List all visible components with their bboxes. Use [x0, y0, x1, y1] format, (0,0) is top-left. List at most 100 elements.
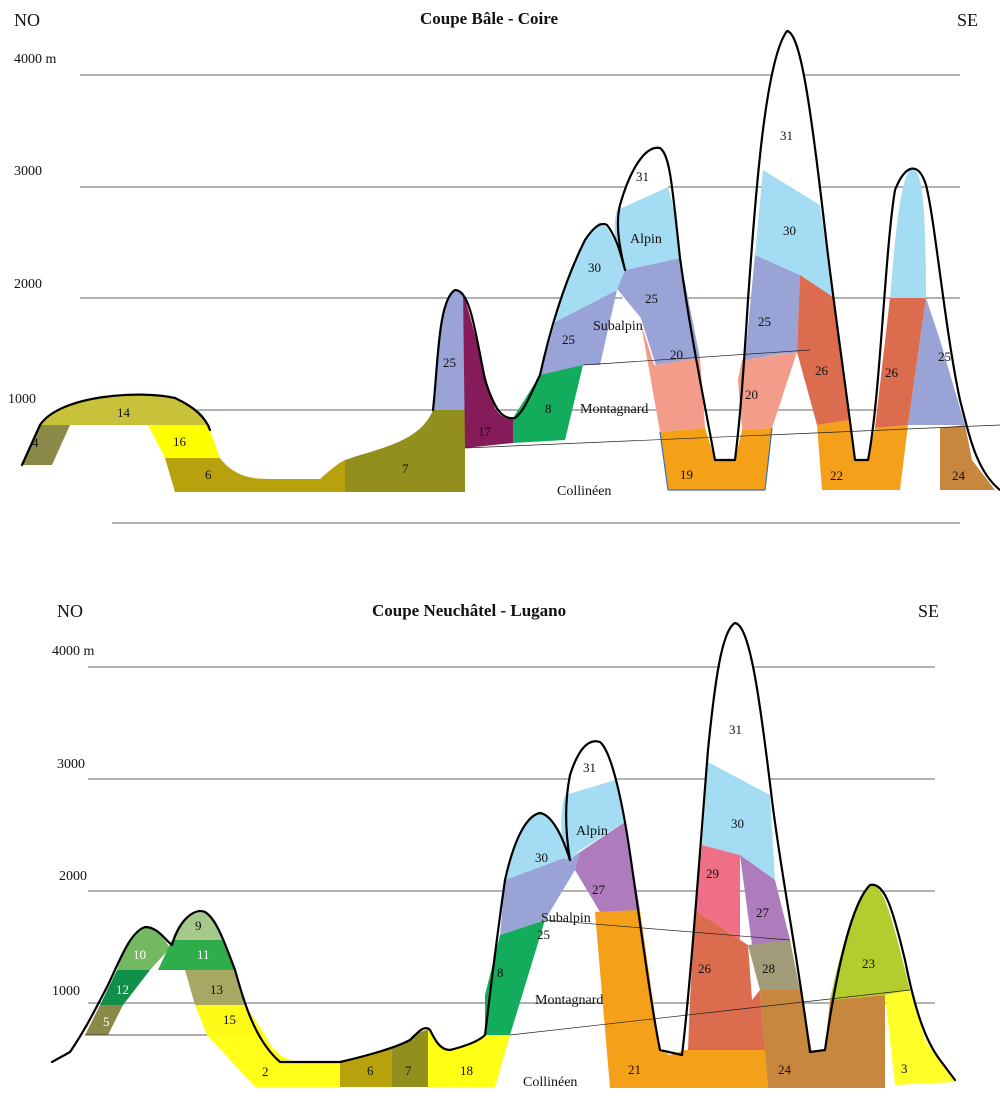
bottom-left-direction: NO — [57, 601, 83, 621]
top-elev-3000: 3000 — [14, 164, 42, 179]
zone-25-e — [908, 298, 965, 425]
top-num-22: 22 — [830, 468, 843, 483]
boundary-montagnard-b — [544, 919, 791, 941]
zone-12 — [100, 970, 150, 1005]
zone-24-a — [940, 425, 995, 490]
top-num-4: 4 — [32, 435, 39, 450]
zone-22 — [817, 420, 908, 490]
zone-3 — [885, 990, 955, 1085]
bottom-num-18: 18 — [460, 1063, 473, 1078]
zone-26-b — [875, 298, 926, 428]
bottom-elev-4000: 4000 m — [52, 644, 95, 659]
bottom-belt-montagnard: Montagnard — [535, 993, 603, 1008]
zone-21b — [685, 1050, 768, 1088]
top-belt-alpin: Alpin — [630, 232, 662, 247]
top-elev-1000: 1000 — [8, 392, 36, 407]
bottom-num-8: 8 — [497, 965, 504, 980]
zone-25b — [500, 852, 580, 935]
bottom-num-5: 5 — [103, 1014, 110, 1029]
boundary-collineen — [464, 424, 1000, 449]
bottom-num-23: 23 — [862, 956, 875, 971]
top-num-25d: 25 — [758, 314, 771, 329]
top-num-16: 16 — [173, 434, 187, 449]
bottom-num-10: 10 — [133, 947, 146, 962]
bottom-num-31a: 31 — [583, 760, 596, 775]
bottom-num-13: 13 — [210, 982, 223, 997]
zone-30-b — [614, 187, 680, 270]
left-hill-outline — [20, 393, 212, 467]
top-num-31a: 31 — [636, 169, 649, 184]
top-num-25a: 25 — [443, 355, 456, 370]
zone-6b — [340, 1048, 392, 1087]
zone-26-a — [797, 275, 850, 425]
top-num-8: 8 — [545, 401, 552, 416]
zone-20-b — [738, 352, 797, 430]
top-num-6: 6 — [205, 467, 212, 482]
bottom-num-6: 6 — [367, 1063, 374, 1078]
zone-6 — [165, 458, 345, 492]
bottom-belt-alpin: Alpin — [576, 824, 608, 839]
zone-25-c — [617, 258, 700, 365]
top-num-25b: 25 — [562, 332, 575, 347]
zone-17 — [463, 292, 515, 448]
top-zone-numbers: 4 14 16 6 7 25 17 8 25 30 31 25 20 19 30… — [32, 128, 966, 483]
zone-16 — [148, 425, 220, 458]
zone-31-a — [617, 147, 670, 210]
bottom-num-30b: 30 — [731, 816, 744, 831]
zone-30b-c — [702, 762, 775, 880]
top-belt-montagnard: Montagnard — [580, 402, 648, 417]
boundary-collineen-b — [509, 989, 911, 1036]
zone-5 — [85, 1005, 123, 1035]
bottom-elev-1000: 1000 — [52, 984, 80, 999]
top-num-24: 24 — [952, 468, 966, 483]
zone-31-b — [763, 31, 820, 205]
zone-13 — [185, 970, 245, 1005]
zone-24b — [760, 990, 885, 1088]
bottom-num-26: 26 — [698, 961, 712, 976]
zone-21 — [595, 910, 685, 1088]
bottom-zone-numbers: 10 12 5 9 11 13 15 2 6 7 18 8 25 30 31 2… — [103, 722, 908, 1079]
zone-4 — [22, 425, 70, 465]
top-elev-4000: 4000 m — [14, 52, 57, 67]
top-num-20a: 20 — [670, 347, 683, 362]
bottom-belt-collineen: Collinéen — [523, 1075, 577, 1090]
zone-19 — [660, 428, 772, 490]
zone-25-a — [433, 290, 465, 410]
bottom-num-15: 15 — [223, 1012, 236, 1027]
zone-18 — [428, 1030, 510, 1087]
bottom-title: Coupe Neuchâtel - Lugano — [372, 601, 566, 620]
bottom-num-24: 24 — [778, 1062, 792, 1077]
bottom-num-27b: 27 — [756, 905, 770, 920]
top-num-7: 7 — [402, 461, 409, 476]
zone-30-c — [755, 170, 833, 297]
top-num-17: 17 — [478, 424, 492, 439]
zone-25-b — [540, 290, 617, 375]
bottom-num-11: 11 — [197, 947, 210, 962]
top-num-26a: 26 — [815, 363, 829, 378]
zone-2 — [207, 1035, 340, 1087]
top-num-26b: 26 — [885, 365, 899, 380]
top-num-19: 19 — [680, 467, 693, 482]
zone-27-b — [740, 855, 790, 945]
bottom-num-30a: 30 — [535, 850, 548, 865]
bottom-num-2: 2 — [262, 1064, 269, 1079]
zone-30b-a — [505, 813, 580, 880]
top-belt-collineen: Collinéen — [557, 484, 611, 499]
zone-8 — [513, 365, 583, 443]
top-num-25c: 25 — [645, 291, 658, 306]
zone-30b-b — [561, 780, 625, 860]
bottom-elev-3000: 3000 — [57, 757, 85, 772]
bottom-num-21: 21 — [628, 1062, 641, 1077]
top-num-30c: 30 — [783, 223, 796, 238]
bottom-num-7: 7 — [405, 1063, 412, 1078]
section-bale-coire — [20, 29, 1000, 524]
zone-25-d — [743, 255, 800, 380]
zone-26d — [688, 990, 765, 1050]
zone-31b-b — [708, 623, 770, 795]
zone-27-a — [575, 822, 640, 912]
zone-10 — [117, 927, 170, 970]
zone-30-a — [555, 222, 625, 322]
zone-29 — [695, 845, 740, 940]
zone-28 — [748, 940, 800, 990]
